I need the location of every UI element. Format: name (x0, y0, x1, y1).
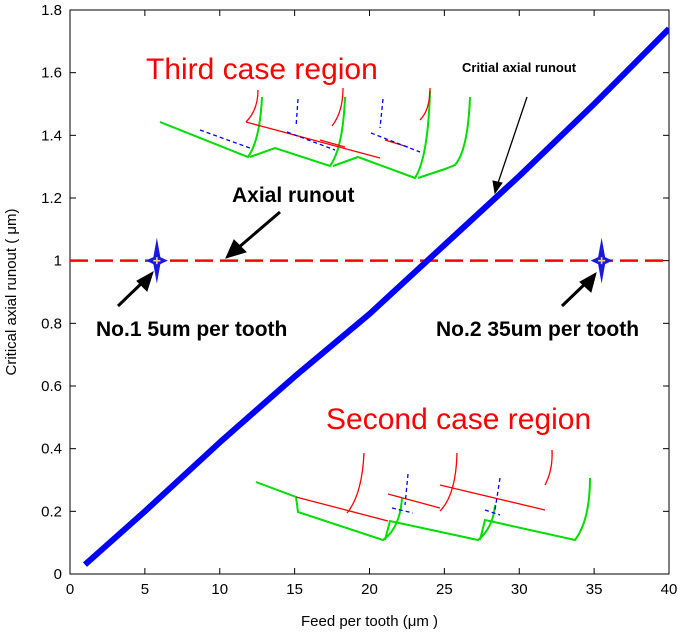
point-marker-center-2 (598, 257, 606, 265)
arrow-no2-head (579, 271, 597, 293)
x-tick-label-2: 10 (211, 581, 228, 598)
x-tick-labels: 0 5 10 15 20 25 30 35 40 (66, 581, 678, 598)
x-axis-title: Feed per tooth (μm ) (301, 613, 438, 630)
axial-runout-label: Axial runout (232, 184, 355, 207)
second-case-blue-path (391, 473, 501, 516)
second-case-sketch (255, 449, 591, 542)
y-tick-label-6: 1.2 (41, 190, 62, 207)
y-tick-label-8: 1.6 (41, 65, 62, 82)
annotation-arrows (116, 96, 597, 308)
third-case-sketch (159, 87, 471, 180)
second-case-green-path (255, 477, 591, 542)
third-case-red-path (245, 87, 431, 159)
critical-runout-line (82, 26, 669, 567)
plot-frame (69, 9, 670, 575)
x-tick-label-6: 30 (511, 581, 528, 598)
y-tick-label-0: 0 (54, 566, 62, 583)
x-tick-label-0: 0 (66, 581, 74, 598)
x-tick-label-5: 25 (436, 581, 453, 598)
y-tick-label-2: 0.4 (41, 441, 62, 458)
arrow-critical-runout-head (492, 180, 503, 195)
third-case-green-path (159, 90, 471, 180)
point-markers (145, 237, 613, 284)
y-tick-label-1: 0.2 (41, 503, 62, 520)
arrow-axial-runout-head (225, 239, 247, 259)
no1-label: No.1 5um per tooth (96, 318, 287, 341)
arrow-axial-runout (237, 210, 281, 250)
y-tick-label-9: 1.8 (41, 2, 62, 19)
y-tick-label-5: 1 (54, 253, 62, 270)
x-tick-label-1: 5 (141, 581, 149, 598)
critical-runout-label: Critial axial runout (462, 60, 577, 75)
y-tick-label-3: 0.6 (41, 378, 62, 395)
arrow-no1-head (136, 270, 154, 292)
third-case-label: Third case region (146, 53, 378, 86)
third-case-blue-path (199, 98, 421, 153)
point-marker-center-1 (153, 257, 161, 265)
y-axis-title: Critical axial runout ( μm) (3, 208, 20, 375)
x-tick-label-7: 35 (586, 581, 603, 598)
axis-ticks (69, 9, 670, 575)
arrow-critical-runout (497, 96, 528, 184)
no2-label: No.2 35um per tooth (436, 318, 639, 341)
x-tick-label-8: 40 (661, 581, 678, 598)
x-tick-label-3: 15 (286, 581, 303, 598)
y-tick-labels: 0 0.2 0.4 0.6 0.8 1 1.2 1.4 1.6 1.8 (41, 2, 62, 583)
second-case-red-path (295, 449, 553, 522)
second-case-label: Second case region (326, 403, 591, 436)
x-tick-label-4: 20 (361, 581, 378, 598)
y-tick-label-7: 1.4 (41, 127, 62, 144)
y-tick-label-4: 0.8 (41, 315, 62, 332)
